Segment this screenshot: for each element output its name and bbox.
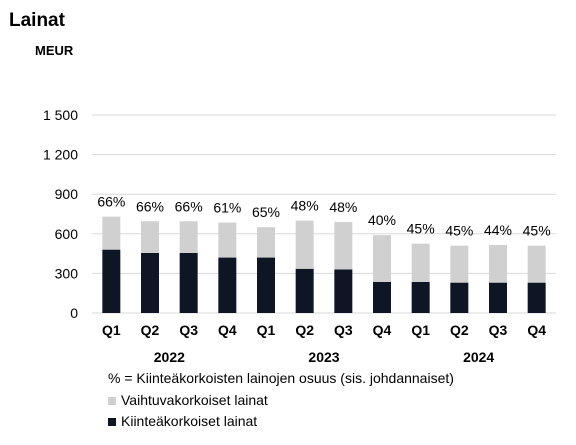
bars bbox=[102, 216, 546, 313]
legend-label-fixed: Kiinteäkorkoiset lainat bbox=[121, 413, 258, 429]
y-tick-label: 300 bbox=[55, 265, 79, 281]
bar-floating-rate bbox=[218, 222, 237, 258]
x-tick-label: Q3 bbox=[179, 322, 198, 338]
percent-label: 66% bbox=[97, 194, 125, 210]
x-tick-label: Q1 bbox=[257, 322, 276, 338]
percent-label: 45% bbox=[523, 223, 551, 239]
year-label: 2022 bbox=[154, 349, 185, 365]
y-tick-label: 600 bbox=[55, 226, 79, 242]
x-tick-label: Q4 bbox=[527, 322, 546, 338]
y-tick-label: 900 bbox=[55, 186, 79, 202]
gridlines bbox=[92, 114, 556, 314]
legend-item-fixed: Kiinteäkorkoiset lainat bbox=[108, 413, 257, 429]
bar-floating-rate bbox=[257, 227, 275, 258]
percent-label: 48% bbox=[291, 198, 319, 214]
bar-floating-rate bbox=[450, 245, 469, 283]
x-tick-label: Q2 bbox=[141, 322, 160, 338]
bar-floating-rate bbox=[411, 243, 430, 282]
bar-floating-rate bbox=[179, 221, 198, 253]
bar-fixed-rate bbox=[141, 252, 159, 313]
x-axis-labels: Q1 Q2 Q3 Q4 Q1 Q2 Q3 Q4 Q1 Q2 Q3 Q4 bbox=[102, 322, 546, 338]
bar-fixed-rate bbox=[527, 282, 546, 313]
bar-fixed-rate bbox=[102, 249, 121, 313]
percent-label: 66% bbox=[136, 198, 164, 214]
percent-label: 45% bbox=[407, 221, 435, 237]
bar-floating-rate bbox=[373, 235, 391, 282]
bar-floating-rate bbox=[102, 216, 121, 250]
x-tick-label: Q2 bbox=[295, 322, 314, 338]
bar-floating-rate bbox=[295, 220, 314, 269]
bar-fixed-rate bbox=[257, 257, 275, 313]
percent-label: 66% bbox=[175, 198, 203, 214]
year-label: 2024 bbox=[463, 349, 494, 365]
legend-swatch-floating bbox=[108, 397, 116, 406]
bar-fixed-rate bbox=[489, 282, 507, 313]
y-tick-label: 1 200 bbox=[43, 147, 78, 163]
bar-fixed-rate bbox=[411, 281, 430, 313]
bar-fixed-rate bbox=[450, 282, 469, 313]
percent-label: 61% bbox=[213, 200, 241, 216]
x-tick-label: Q1 bbox=[102, 322, 121, 338]
legend-swatch-fixed bbox=[108, 418, 116, 427]
percent-label: 48% bbox=[329, 199, 357, 215]
percent-labels: 66% 66% 66% 61% 65% 48% 48% 40% 45% 45% 44% 45% bbox=[97, 194, 550, 239]
bar-fixed-rate bbox=[218, 257, 237, 313]
y-tick-label: 1 500 bbox=[43, 107, 78, 123]
bar-fixed-rate bbox=[295, 268, 314, 313]
bar-fixed-rate bbox=[334, 269, 353, 313]
x-tick-label: Q2 bbox=[450, 322, 469, 338]
y-tick-label: 0 bbox=[70, 305, 78, 321]
bar-floating-rate bbox=[141, 221, 159, 253]
legend-label-floating: Vaihtuvakorkoiset lainat bbox=[121, 392, 268, 408]
legend-item-floating: Vaihtuvakorkoiset lainat bbox=[108, 392, 268, 408]
x-tick-label: Q4 bbox=[373, 322, 392, 338]
unit-label: MEUR bbox=[35, 43, 74, 58]
percent-label: 40% bbox=[368, 212, 396, 228]
bar-floating-rate bbox=[527, 245, 546, 283]
x-tick-label: Q1 bbox=[411, 322, 430, 338]
legend-note: % = Kiinteäkorkoisten lainojen osuus (si… bbox=[108, 370, 454, 386]
bar-floating-rate bbox=[489, 245, 507, 283]
year-label: 2023 bbox=[308, 349, 339, 365]
bar-fixed-rate bbox=[179, 252, 198, 313]
bar-floating-rate bbox=[334, 221, 353, 270]
y-axis-ticks: 0 300 600 900 1 200 1 500 bbox=[43, 107, 78, 321]
year-labels: 2022 2023 2024 bbox=[154, 349, 495, 365]
x-tick-label: Q3 bbox=[489, 322, 508, 338]
percent-label: 65% bbox=[252, 204, 280, 220]
percent-label: 44% bbox=[484, 222, 512, 238]
bar-fixed-rate bbox=[373, 281, 391, 313]
x-tick-label: Q3 bbox=[334, 322, 353, 338]
chart-title: Lainat bbox=[9, 10, 65, 31]
x-tick-label: Q4 bbox=[218, 322, 237, 338]
percent-label: 45% bbox=[445, 223, 473, 239]
